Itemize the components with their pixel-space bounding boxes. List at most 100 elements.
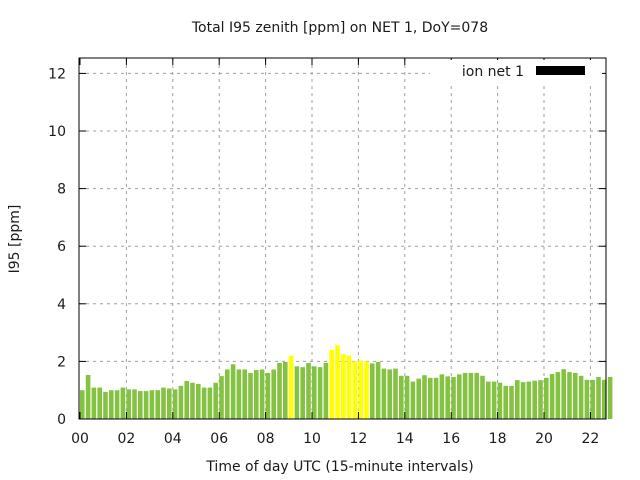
bar — [259, 369, 265, 419]
bar — [573, 372, 578, 419]
bar — [341, 354, 346, 419]
x-tick-label: 08 — [257, 431, 275, 447]
bar — [549, 374, 555, 419]
y-tick-label: 12 — [48, 66, 66, 82]
bar — [306, 362, 311, 419]
y-tick-label: 0 — [57, 412, 66, 428]
bar — [555, 372, 561, 419]
x-tick-label: 00 — [71, 431, 89, 447]
bar — [85, 374, 91, 419]
bar — [468, 372, 474, 419]
x-axis-label: Time of day UTC (15-minute intervals) — [205, 459, 473, 475]
y-tick-labels: 0 2 4 6 8 10 12 — [48, 66, 66, 428]
bar — [103, 391, 108, 419]
bar — [387, 369, 392, 419]
legend-background — [430, 60, 602, 82]
bar — [126, 389, 131, 419]
bar — [399, 375, 404, 419]
bar — [91, 387, 97, 419]
bar — [329, 349, 334, 419]
bar — [335, 345, 340, 419]
bar — [607, 376, 613, 419]
bar — [323, 362, 329, 419]
bar — [143, 391, 149, 419]
bar — [410, 381, 416, 419]
bar — [596, 376, 601, 419]
y-tick-label: 8 — [57, 182, 66, 198]
bar — [277, 362, 282, 419]
bar — [364, 361, 369, 419]
bar — [213, 382, 218, 419]
bar — [491, 381, 497, 419]
bar — [207, 387, 213, 419]
bar — [283, 361, 288, 419]
bar — [254, 370, 259, 419]
bar — [138, 391, 143, 419]
bar — [422, 375, 427, 419]
bar — [312, 366, 317, 419]
x-tick-label: 12 — [349, 431, 367, 447]
bar — [433, 377, 439, 419]
x-tick-label: 04 — [164, 431, 182, 447]
bar — [172, 389, 178, 419]
bar — [80, 390, 85, 419]
bar — [381, 368, 387, 419]
bar — [486, 381, 491, 419]
x-tick-label: 20 — [535, 431, 553, 447]
bar — [602, 379, 607, 419]
bar — [474, 372, 479, 419]
axis-ticks — [79, 58, 606, 420]
bar — [567, 372, 572, 419]
legend-swatch — [536, 66, 585, 75]
bar — [190, 382, 195, 419]
x-tick-label: 18 — [489, 431, 507, 447]
bar — [97, 387, 102, 419]
y-tick-label: 2 — [57, 354, 66, 370]
bar — [178, 385, 184, 419]
y-tick-label: 10 — [48, 124, 66, 140]
bar — [503, 385, 508, 419]
bar — [590, 379, 595, 419]
bar — [497, 382, 503, 419]
bar — [230, 364, 236, 419]
bar — [584, 379, 590, 419]
bar — [428, 377, 433, 419]
bar — [544, 377, 549, 419]
bar — [132, 389, 137, 419]
bar — [515, 380, 520, 419]
chart-title: Total I95 zenith [ppm] on NET 1, DoY=078 — [191, 20, 488, 36]
bar — [288, 355, 294, 419]
bars — [80, 345, 613, 419]
bar — [509, 385, 514, 419]
bar — [346, 355, 352, 419]
bar — [370, 363, 375, 419]
bar — [155, 390, 160, 419]
bar — [161, 387, 166, 419]
bar — [526, 381, 532, 419]
x-tick-label: 02 — [117, 431, 135, 447]
bar — [236, 369, 242, 419]
bar — [120, 387, 126, 419]
bar — [184, 380, 189, 419]
bar — [167, 388, 172, 419]
bar — [520, 382, 526, 419]
plot-border — [78, 57, 607, 420]
bar — [225, 369, 230, 419]
bar — [375, 361, 381, 419]
bar — [242, 369, 247, 419]
bar — [439, 374, 445, 419]
bar — [149, 390, 155, 419]
bar — [109, 390, 114, 419]
bar — [404, 375, 410, 419]
x-tick-label: 14 — [396, 431, 414, 447]
bar — [271, 369, 276, 419]
bar — [416, 378, 421, 419]
bar — [265, 372, 271, 419]
bar — [219, 376, 224, 419]
legend-label: ion net 1 — [462, 64, 524, 80]
bar — [317, 367, 323, 419]
y-axis-label: I95 [ppm] — [7, 205, 23, 274]
bar — [201, 387, 207, 419]
bar — [352, 361, 358, 419]
